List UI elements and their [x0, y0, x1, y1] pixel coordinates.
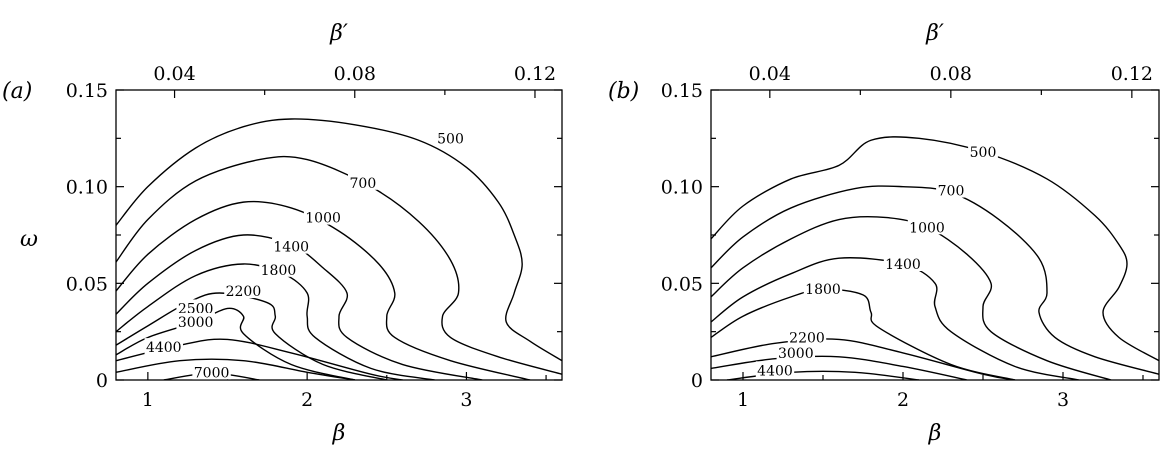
- contour-label-bg: [755, 361, 795, 378]
- contour-label-bg: [883, 255, 923, 271]
- y-axis-title: ω: [20, 227, 38, 252]
- contour-line-500: [116, 118, 562, 362]
- contour-label-1000: 1000: [909, 220, 945, 236]
- contour-label-bg: [936, 181, 966, 198]
- panel-label: (a): [2, 79, 32, 104]
- top-x-tick-label: 0.04: [153, 63, 195, 85]
- panel-a: 1 2 3 0.04 0.08 0.12 0 0.05 0.10 0.15 β β′ ω (a) 500 70…: [2, 21, 563, 446]
- contour-label-bg: [224, 282, 263, 299]
- contour-label-700: 700: [350, 176, 377, 192]
- top-x-tick-label: 0.08: [930, 63, 972, 85]
- contour-line-4400: [116, 358, 356, 380]
- top-axis-title: β′: [925, 21, 944, 46]
- x-axis-title: β: [332, 421, 346, 446]
- contour-label-3000: 3000: [178, 315, 214, 331]
- contour-label-bg: [176, 313, 215, 329]
- contour-label-bg: [303, 208, 343, 225]
- contour-label-1800: 1800: [805, 282, 841, 298]
- panel-b: 1 2 3 0.04 0.08 0.12 0 0.05 0.10 0.15 β β′ (b) 500 700…: [608, 21, 1160, 446]
- y-tick-label: 0.10: [661, 177, 703, 199]
- contour-label-7000: 7000: [194, 365, 230, 381]
- x-tick-label: 2: [301, 389, 313, 411]
- y-tick-label: 0.10: [66, 177, 108, 199]
- top-x-tick-label: 0.12: [1111, 63, 1153, 85]
- contour-label-bg: [144, 338, 183, 355]
- contour-line-1400: [711, 257, 1080, 380]
- y-tick-label: 0.05: [661, 273, 703, 295]
- contour-line-2200: [116, 292, 387, 380]
- y-tick-label: 0.15: [661, 80, 703, 102]
- contour-label-1000: 1000: [305, 211, 341, 227]
- contour-line-500: [711, 136, 1159, 362]
- contour-line-1400: [116, 234, 483, 380]
- contour-line-1800: [116, 263, 435, 380]
- y-tick-label: 0.05: [66, 273, 108, 295]
- x-axis-title: β: [928, 421, 942, 446]
- y-tick-label: 0.15: [66, 80, 108, 102]
- x-tick-label: 1: [142, 389, 154, 411]
- contour-label-1400: 1400: [273, 240, 309, 256]
- contour-label-bg: [907, 218, 947, 235]
- contour-label-2200: 2200: [226, 284, 262, 300]
- top-x-tick-label: 0.08: [334, 63, 376, 85]
- contour-label-700: 700: [938, 184, 965, 200]
- contour-line-2200: [711, 338, 1016, 380]
- contour-label-bg: [272, 237, 311, 254]
- top-axis-title: β′: [329, 21, 348, 46]
- contour-group: [116, 118, 562, 380]
- contour-line-700: [711, 185, 1159, 375]
- x-tick-label: 2: [897, 389, 909, 411]
- contour-line-3000: [711, 355, 968, 380]
- contour-group: [711, 136, 1159, 380]
- contour-line-1800: [711, 288, 1016, 380]
- contour-label-bg: [347, 173, 378, 190]
- contour-label-1800: 1800: [261, 263, 297, 279]
- contour-label-4400: 4400: [757, 363, 793, 379]
- contour-line-4400: [726, 370, 920, 380]
- x-tick-label: 1: [737, 389, 749, 411]
- y-tick-label: 0: [96, 370, 108, 392]
- contour-label-4400: 4400: [146, 340, 182, 356]
- contour-label-bg: [176, 299, 215, 316]
- contour-label-2200: 2200: [789, 330, 825, 346]
- y-tick-label: 0: [691, 370, 703, 392]
- x-tick-label: 3: [460, 389, 472, 411]
- contour-line-2500: [116, 307, 356, 380]
- x-tick-label: 3: [1057, 389, 1069, 411]
- contour-label-bg: [968, 142, 998, 159]
- contour-label-500: 500: [437, 131, 464, 147]
- contour-line-1000: [711, 216, 1112, 380]
- contour-label-bg: [787, 328, 827, 345]
- contour-line-700: [116, 155, 562, 375]
- contour-label-bg: [776, 343, 815, 360]
- contour-line-1000: [116, 200, 531, 380]
- panel-label: (b): [608, 79, 639, 104]
- contour-label-1400: 1400: [885, 257, 921, 273]
- contour-label-bg: [259, 260, 298, 277]
- plot-frame: [115, 89, 563, 381]
- contour-label-bg: [803, 280, 843, 297]
- top-x-tick-label: 0.12: [514, 63, 556, 85]
- contour-label-bg: [192, 363, 231, 380]
- contour-label-3000: 3000: [778, 346, 814, 362]
- contour-label-bg: [435, 129, 466, 146]
- top-x-tick-label: 0.04: [749, 63, 791, 85]
- contour-label-500: 500: [970, 145, 997, 161]
